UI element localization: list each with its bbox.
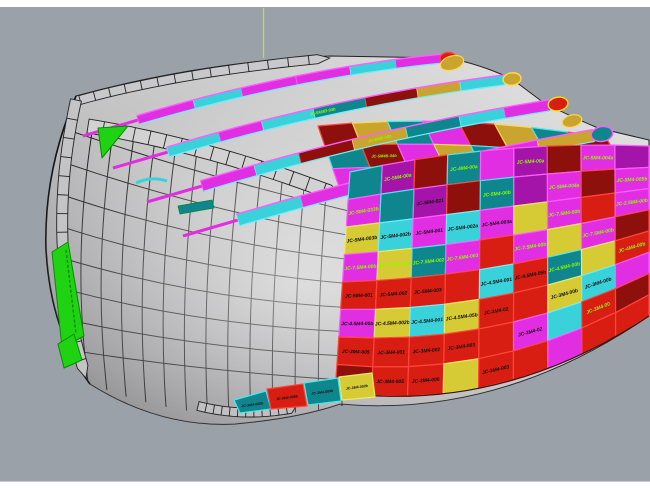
panel[interactable] bbox=[442, 358, 480, 395]
model-viewport-svg[interactable]: JC-M4B-00bJC-5M4B-04bJC-5M4B-02bJC-M4B-0… bbox=[0, 7, 650, 481]
rail-tip[interactable] bbox=[438, 53, 465, 73]
green-panels[interactable] bbox=[51, 125, 129, 369]
rail-tip[interactable] bbox=[547, 96, 569, 113]
panel-label: JC-5M4B-04b bbox=[309, 106, 336, 117]
panel[interactable] bbox=[479, 147, 515, 182]
panel[interactable] bbox=[614, 144, 650, 170]
panel-label: JC-7.5M4-001 bbox=[378, 261, 411, 270]
viewport-canvas[interactable]: JC-M4B-00bJC-5M4B-04bJC-5M4B-02bJC-M4B-0… bbox=[0, 7, 650, 482]
panel-label: JC-4.5M4-001 bbox=[480, 277, 513, 288]
panel-label: JC-3M4-001 bbox=[377, 350, 405, 357]
panel-label: JC-4.5M4-00b bbox=[341, 321, 373, 327]
panel[interactable] bbox=[546, 144, 582, 175]
panel-label: JC-3M4-002 bbox=[412, 347, 440, 355]
panel-label: JC-M4B-02b bbox=[367, 133, 392, 143]
rail-tip[interactable] bbox=[502, 72, 522, 87]
panel-label: JC-2.5M4-00b bbox=[616, 198, 649, 208]
panel-label: JC-3M4-005b bbox=[276, 394, 299, 401]
panel-label: JC-3M4-003 bbox=[447, 342, 476, 352]
panel-label: JC-5M4-00b bbox=[483, 190, 512, 199]
panel-label: JC-7.5M4-00b bbox=[344, 264, 377, 273]
panel-label: JC-5M4-033b bbox=[348, 206, 379, 217]
panel[interactable] bbox=[379, 188, 415, 224]
panel-label: JC-5M4-005b bbox=[616, 176, 647, 184]
panel-label: JC-3M4-003 bbox=[482, 364, 511, 376]
panel[interactable] bbox=[444, 269, 481, 305]
panel-label: JC-5M4-002b bbox=[380, 231, 411, 241]
panel[interactable] bbox=[266, 383, 308, 410]
panel[interactable] bbox=[338, 372, 376, 401]
panel-label: JC-5M4-001 bbox=[345, 292, 373, 299]
cyan-accent-arc bbox=[135, 177, 168, 185]
panel-label: JC-5M4-021 bbox=[416, 198, 445, 208]
teal-accent-sliver bbox=[177, 199, 215, 215]
rail-tip[interactable] bbox=[561, 113, 583, 129]
bottom-panel-row: JC-3M4-000b JC-3M4-005b JC-3M4-004b JC-3M4-… bbox=[233, 372, 376, 414]
panel-label: JC-3M4-005 bbox=[342, 349, 370, 356]
panel-label: JC-5M4-002 bbox=[379, 290, 407, 298]
panel-label: JC-7.5M4-002 bbox=[412, 257, 445, 267]
panel-label: JC-5M4-004a bbox=[583, 155, 614, 161]
panel-label: JC-7.5M4-00b bbox=[548, 209, 581, 219]
panel-label: JC-4M4-00a bbox=[450, 164, 479, 173]
panel-label: JC-3M4-005 bbox=[376, 379, 404, 385]
panel-label: JC-5M4-002a bbox=[447, 223, 478, 233]
panel-label: JC-3M4-004b bbox=[311, 389, 334, 396]
main-panel-field: JC-5M4-00a JC-4M4-00a JC-5M4-00a JC-5M4-004… bbox=[334, 144, 650, 397]
panel[interactable] bbox=[413, 154, 449, 190]
rail-tip[interactable] bbox=[590, 125, 614, 143]
panel-label: JC-4.5M4-001 bbox=[411, 317, 444, 326]
panel-label: JC-7.5M4-003 bbox=[446, 253, 479, 263]
panel[interactable] bbox=[446, 180, 481, 216]
panel[interactable] bbox=[303, 377, 342, 406]
panel-label: JC-3M4-002b bbox=[346, 384, 369, 391]
panel-label: JC-7.5M4-00b bbox=[514, 242, 547, 253]
panel-label: JC-3M4-000b bbox=[241, 401, 264, 408]
panel-label: JC-3M4-02 bbox=[483, 306, 509, 316]
panel-label: JC-4.5M4-002b bbox=[375, 320, 410, 328]
panel-label: JC-4.5M4-05b bbox=[445, 312, 478, 322]
panel-label: JC-5M4-004a bbox=[549, 183, 580, 191]
panel-label: JC-5M4-00a bbox=[384, 172, 413, 183]
panel-label: JC-5M4-001 bbox=[415, 228, 444, 237]
panel-label: JC-5M4-003a bbox=[481, 219, 512, 229]
panel-label: JC-5M4-003b bbox=[346, 235, 377, 245]
panel[interactable] bbox=[513, 173, 549, 207]
panel-label: JC-3M4-006 bbox=[412, 377, 440, 385]
panel-label: JC-5M4B-04b bbox=[371, 153, 397, 159]
panel-label: JC-5M4-003 bbox=[414, 287, 442, 296]
panel-label: JC-5M4-00a bbox=[516, 158, 544, 166]
